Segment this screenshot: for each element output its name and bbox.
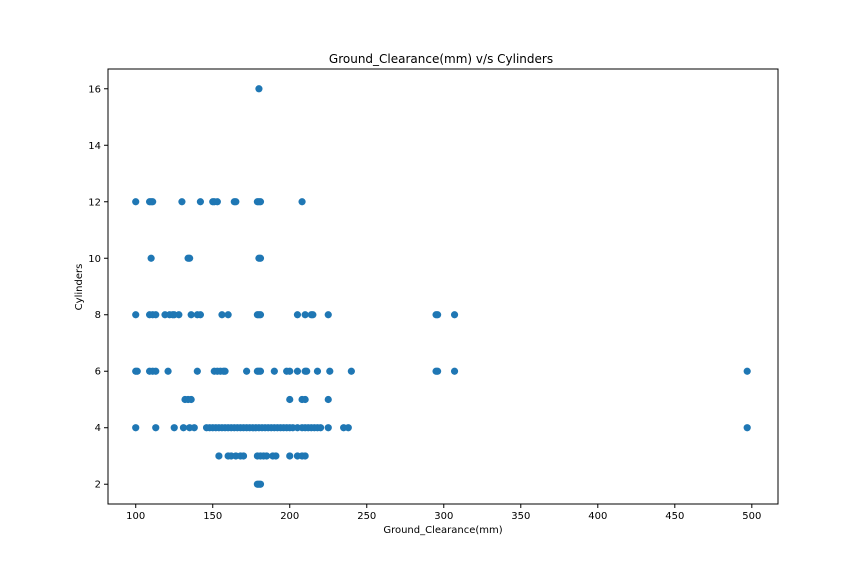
y-tick-label: 14 [88,141,101,152]
data-point [187,395,195,404]
data-point [193,367,201,375]
data-point [313,367,322,375]
data-point [213,198,221,206]
data-point [324,424,332,432]
data-point [434,367,442,375]
data-point [152,367,160,375]
data-point [293,367,302,375]
data-point [133,367,141,375]
data-point [450,311,459,319]
y-axis-label: Cylinders [74,264,85,311]
data-point [344,424,352,432]
data-point [164,367,172,375]
x-tick-label: 150 [203,511,222,522]
x-tick-label: 200 [280,511,299,522]
data-point [243,367,251,375]
data-point [196,311,205,319]
y-tick-label: 10 [88,254,101,265]
data-point [256,367,265,375]
data-point [256,480,265,488]
data-point [309,311,317,319]
data-point [298,198,306,206]
x-tick-label: 250 [357,511,376,522]
data-point [170,424,178,432]
data-point [132,311,140,319]
data-point [326,367,334,375]
data-point [324,311,332,319]
x-tick-label: 300 [434,511,453,522]
x-tick-label: 350 [511,511,530,522]
data-point [239,452,248,460]
data-point [196,198,205,206]
x-axis-label: Ground_Clearance(mm) [383,525,502,536]
y-axis-ticks: 2 4 6 8 10 12 14 16 [88,84,108,491]
data-point [147,254,155,262]
data-point [301,311,309,319]
y-tick-label: 12 [88,197,101,208]
data-point [132,424,140,432]
data-point [175,311,183,319]
data-point [224,311,232,319]
data-point [149,198,157,206]
data-point [221,367,229,375]
x-tick-label: 100 [126,511,145,522]
data-point [743,424,751,432]
data-point [256,311,265,319]
data-point [178,198,186,206]
data-point [301,395,309,404]
data-point [316,424,325,432]
data-point [152,424,160,432]
data-point [215,452,223,460]
data-point [303,367,311,375]
y-tick-label: 8 [95,310,101,321]
data-point [263,452,271,460]
data-point [434,311,442,319]
data-point [293,311,302,319]
x-axis-ticks: 100 150 200 250 300 350 400 450 500 [126,504,761,522]
data-point [450,367,459,375]
data-point [286,452,294,460]
plot-frame [107,68,779,505]
data-point [270,367,278,375]
x-tick-label: 500 [742,511,761,522]
data-point [256,198,265,206]
data-point [286,395,294,404]
data-point [324,395,332,404]
data-point [301,452,309,460]
data-point [256,254,265,262]
x-tick-label: 450 [665,511,684,522]
x-tick-label: 400 [588,511,607,522]
data-point [187,311,195,319]
data-point [743,367,751,375]
chart-title: Ground_Clearance(mm) v/s Cylinders [329,52,553,66]
data-point [132,198,140,206]
data-point [232,198,240,206]
y-tick-label: 4 [95,423,101,434]
data-point [286,367,294,375]
data-point [179,424,188,432]
data-points [132,85,751,488]
data-point [186,254,194,262]
data-point [152,311,160,319]
data-point [347,367,355,375]
data-point [218,311,226,319]
data-point [190,424,198,432]
y-tick-label: 6 [95,367,101,378]
y-tick-label: 16 [88,84,101,95]
data-point [255,85,263,93]
y-tick-label: 2 [95,480,101,491]
data-point [272,452,280,460]
